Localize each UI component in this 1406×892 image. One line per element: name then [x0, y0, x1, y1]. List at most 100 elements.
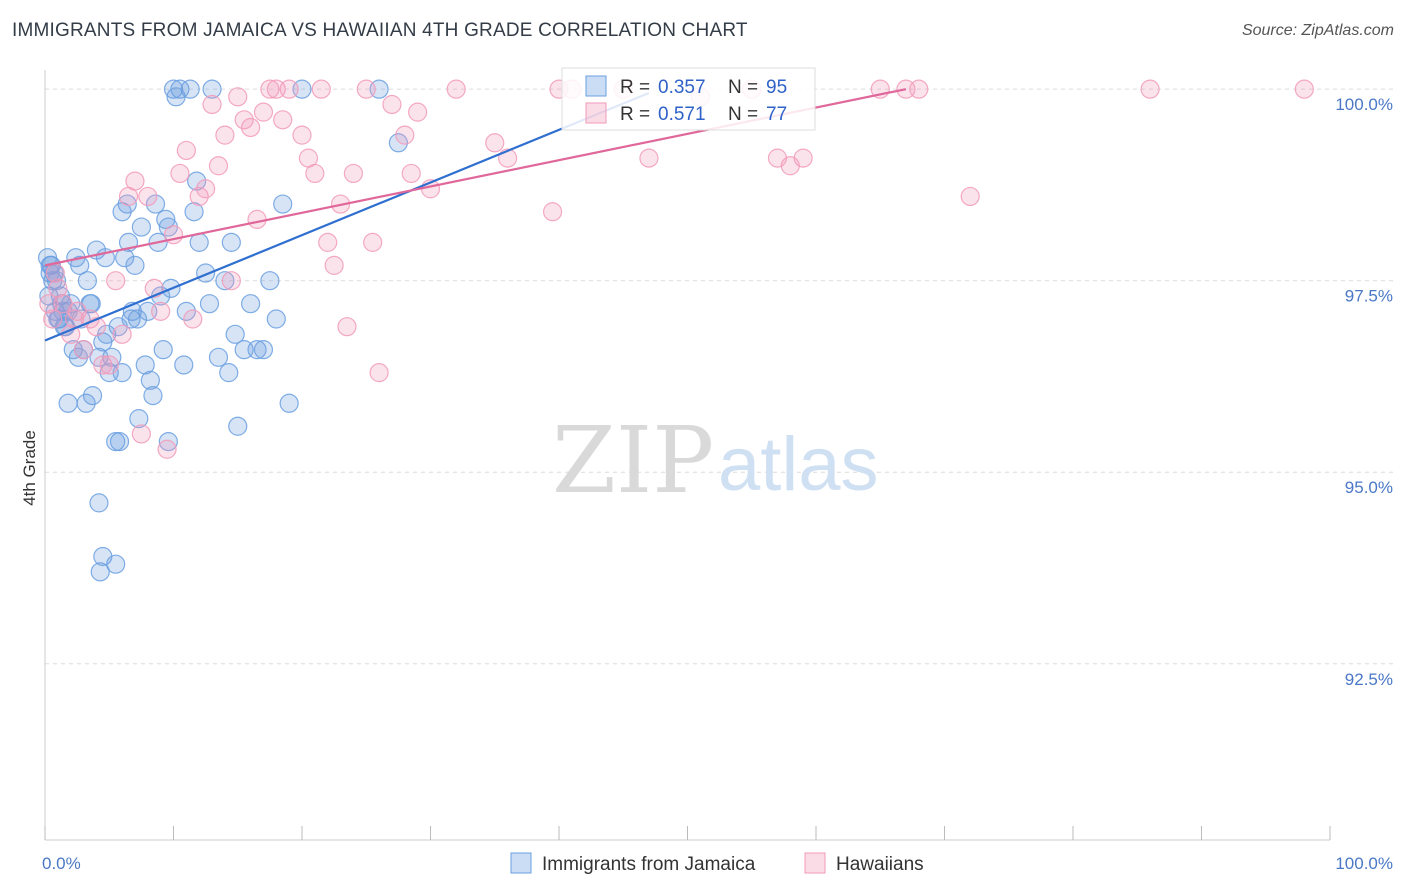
- point-hawaiians: [1140, 79, 1160, 99]
- y-tick-label: 92.5%: [1345, 670, 1393, 689]
- point-hawaiians: [382, 94, 402, 115]
- point-jamaica: [143, 386, 163, 406]
- point-hawaiians: [170, 163, 190, 184]
- point-jamaica: [176, 301, 196, 321]
- point-jamaica: [90, 562, 110, 582]
- legend-label-jamaica: Immigrants from Jamaica: [542, 854, 756, 875]
- point-hawaiians: [247, 209, 267, 230]
- point-jamaica: [135, 355, 155, 375]
- y-axis-label: 4th Grade: [20, 430, 39, 506]
- point-hawaiians: [273, 110, 293, 130]
- point-hawaiians: [112, 324, 132, 344]
- stats-n-label-jamaica: N =: [728, 77, 758, 98]
- watermark: ZIP atlas: [552, 407, 879, 514]
- legend-swatch-hawaiians: [804, 852, 826, 874]
- watermark-zip: ZIP: [552, 407, 714, 514]
- point-jamaica: [260, 271, 280, 291]
- point-jamaica: [170, 79, 190, 99]
- point-hawaiians: [39, 294, 59, 314]
- point-hawaiians: [909, 79, 929, 99]
- point-hawaiians: [1294, 79, 1314, 99]
- point-hawaiians: [369, 363, 389, 383]
- point-hawaiians: [73, 340, 94, 360]
- point-hawaiians: [189, 186, 209, 207]
- point-hawaiians: [228, 87, 248, 107]
- point-hawaiians: [363, 232, 383, 252]
- x-tick-label: 100.0%: [1335, 854, 1393, 873]
- point-jamaica: [156, 209, 176, 230]
- stats-r-value-jamaica: 0.357: [658, 77, 706, 98]
- point-hawaiians: [215, 125, 235, 145]
- point-hawaiians: [292, 125, 312, 145]
- point-jamaica: [273, 194, 293, 214]
- chart-title: IMMIGRANTS FROM JAMAICA VS HAWAIIAN 4TH …: [12, 20, 748, 41]
- point-jamaica: [388, 133, 408, 153]
- point-hawaiians: [125, 171, 145, 191]
- point-hawaiians: [960, 186, 980, 207]
- point-jamaica: [215, 271, 235, 291]
- point-hawaiians: [208, 156, 229, 176]
- point-hawaiians: [401, 163, 421, 184]
- point-hawaiians: [356, 79, 376, 99]
- point-jamaica: [50, 286, 71, 306]
- point-jamaica: [247, 340, 267, 360]
- legend-label-hawaiians: Hawaiians: [836, 854, 924, 875]
- point-hawaiians: [395, 125, 415, 145]
- point-hawaiians: [176, 140, 196, 161]
- point-hawaiians: [221, 271, 241, 291]
- point-hawaiians: [253, 102, 274, 122]
- point-hawaiians: [106, 271, 126, 291]
- y-tick-label: 100.0%: [1335, 95, 1393, 114]
- stats-legend-swatch-jamaica: [585, 75, 607, 97]
- point-hawaiians: [542, 202, 563, 222]
- point-hawaiians: [260, 79, 280, 99]
- point-hawaiians: [279, 79, 299, 99]
- stats-legend: R = 0.357 N = 95 R = 0.571 N = 77: [561, 67, 816, 131]
- point-hawaiians: [183, 309, 203, 329]
- point-hawaiians: [305, 163, 325, 184]
- point-jamaica: [241, 294, 261, 314]
- point-hawaiians: [202, 94, 222, 115]
- point-hawaiians: [324, 255, 344, 275]
- point-jamaica: [199, 294, 220, 314]
- point-jamaica: [121, 309, 141, 329]
- point-jamaica: [129, 409, 149, 429]
- point-jamaica: [228, 416, 248, 436]
- stats-n-label-hawaiians: N =: [728, 104, 758, 125]
- point-hawaiians: [45, 263, 65, 283]
- point-jamaica: [97, 324, 117, 344]
- point-jamaica: [131, 217, 151, 237]
- point-jamaica: [76, 393, 96, 413]
- point-hawaiians: [93, 355, 113, 375]
- point-hawaiians: [639, 148, 659, 168]
- stats-n-value-jamaica: 95: [766, 77, 787, 98]
- point-jamaica: [117, 194, 137, 214]
- point-hawaiians: [793, 148, 813, 168]
- stats-r-label-hawaiians: R =: [620, 104, 650, 125]
- point-jamaica: [221, 232, 241, 252]
- point-jamaica: [163, 79, 184, 99]
- trend-line-jamaica: [44, 91, 650, 342]
- series-legend: Immigrants from Jamaica Hawaiians: [510, 852, 924, 875]
- point-hawaiians: [196, 179, 216, 199]
- x-tick-labels: 0.0% 100.0%: [42, 854, 1393, 873]
- y-tick-label: 97.5%: [1345, 287, 1393, 306]
- point-jamaica: [140, 370, 160, 390]
- point-jamaica: [174, 355, 194, 375]
- stats-n-value-hawaiians: 77: [766, 104, 787, 125]
- point-hawaiians: [48, 278, 68, 298]
- point-hawaiians: [343, 163, 363, 184]
- point-jamaica: [253, 340, 274, 360]
- point-hawaiians: [318, 232, 338, 252]
- point-jamaica: [125, 255, 145, 275]
- gridlines: [45, 88, 1395, 665]
- point-jamaica: [58, 393, 78, 413]
- point-hawaiians: [43, 309, 63, 329]
- point-jamaica: [266, 309, 286, 329]
- point-jamaica: [82, 386, 103, 406]
- point-hawaiians: [408, 102, 428, 122]
- chart-source: Source: ZipAtlas.com: [1241, 22, 1394, 39]
- point-jamaica: [109, 431, 130, 452]
- stats-legend-swatch-hawaiians: [585, 102, 607, 124]
